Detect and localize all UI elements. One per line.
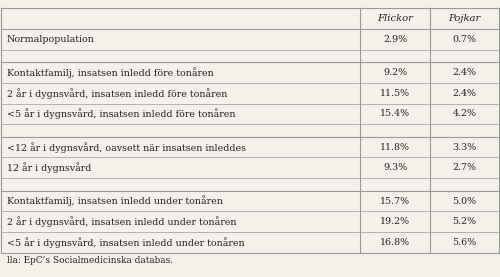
Text: 15.7%: 15.7% (380, 196, 410, 206)
Text: 11.8%: 11.8% (380, 143, 410, 152)
Text: 2.4%: 2.4% (452, 68, 476, 77)
Text: <5 år i dygnsvård, insatsen inledd före tonåren: <5 år i dygnsvård, insatsen inledd före … (7, 109, 235, 119)
Text: <12 år i dygnsvård, oavsett när insatsen inleddes: <12 år i dygnsvård, oavsett när insatsen… (7, 142, 246, 153)
Text: 15.4%: 15.4% (380, 109, 410, 119)
Text: 5.0%: 5.0% (452, 196, 476, 206)
Text: 2.9%: 2.9% (383, 35, 407, 44)
Text: 5.2%: 5.2% (452, 217, 476, 226)
Text: 5.6%: 5.6% (452, 238, 476, 247)
Text: lla: EpC’s Socialmedicinska databas.: lla: EpC’s Socialmedicinska databas. (7, 256, 173, 265)
Text: 2 år i dygnsvård, insatsen inledd före tonåren: 2 år i dygnsvård, insatsen inledd före t… (7, 88, 228, 99)
Text: Kontaktfamilj, insatsen inledd före tonåren: Kontaktfamilj, insatsen inledd före tonå… (7, 67, 214, 78)
Text: 12 år i dygnsvård: 12 år i dygnsvård (7, 163, 91, 173)
Text: 11.5%: 11.5% (380, 89, 410, 98)
Text: 4.2%: 4.2% (452, 109, 476, 119)
Text: 19.2%: 19.2% (380, 217, 410, 226)
Text: Normalpopulation: Normalpopulation (7, 35, 95, 44)
Text: <5 år i dygnsvård, insatsen inledd under tonåren: <5 år i dygnsvård, insatsen inledd under… (7, 237, 244, 248)
Text: 2.4%: 2.4% (452, 89, 476, 98)
Text: Flickor: Flickor (377, 14, 413, 23)
Text: 3.3%: 3.3% (452, 143, 476, 152)
Text: 9.2%: 9.2% (383, 68, 407, 77)
Text: 2 år i dygnsvård, insatsen inledd under tonåren: 2 år i dygnsvård, insatsen inledd under … (7, 216, 236, 227)
Text: Pojkar: Pojkar (448, 14, 480, 23)
Text: 2.7%: 2.7% (452, 163, 476, 172)
Text: 9.3%: 9.3% (383, 163, 407, 172)
Text: Kontaktfamilj, insatsen inledd under tonåren: Kontaktfamilj, insatsen inledd under ton… (7, 196, 223, 206)
Text: 0.7%: 0.7% (452, 35, 476, 44)
Text: 16.8%: 16.8% (380, 238, 410, 247)
